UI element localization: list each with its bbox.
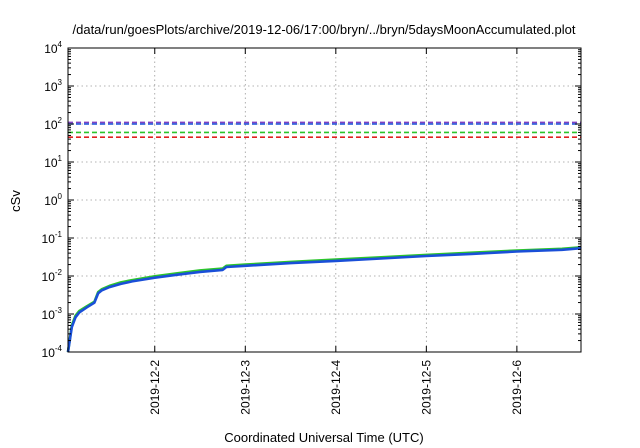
series-line bbox=[66, 246, 582, 353]
y-tick-label: 10-1 bbox=[42, 230, 63, 246]
y-tick-exponent: 2 bbox=[58, 116, 63, 125]
y-tick-exponent: -4 bbox=[55, 344, 63, 353]
series-line bbox=[66, 246, 582, 353]
y-tick-exponent: 1 bbox=[58, 154, 63, 163]
x-tick-label: 2019-12-5 bbox=[419, 360, 433, 415]
y-axis-label: cSv bbox=[8, 190, 23, 212]
y-tick-label: 101 bbox=[44, 154, 62, 170]
y-tick-exponent: -2 bbox=[55, 268, 63, 277]
y-tick-exponent: -3 bbox=[55, 306, 63, 315]
y-tick-exponent: 3 bbox=[58, 78, 63, 87]
y-tick-exponent: 4 bbox=[58, 40, 63, 49]
x-tick-label: 2019-12-2 bbox=[148, 360, 162, 415]
x-tick-label: 2019-12-3 bbox=[238, 360, 252, 415]
series-lines bbox=[66, 246, 582, 353]
y-tick-label: 104 bbox=[44, 40, 62, 56]
x-tick-label: 2019-12-6 bbox=[510, 360, 524, 415]
y-tick-label: 10-4 bbox=[42, 344, 63, 360]
x-axis-ticks: 2019-12-2 2019-12-3 2019-12-4 2019-12-5 2019… bbox=[148, 48, 524, 415]
y-tick-label: 10-3 bbox=[42, 306, 63, 322]
y-tick-label: 102 bbox=[44, 116, 62, 132]
x-axis-label: Coordinated Universal Time (UTC) bbox=[224, 430, 423, 445]
y-tick-label: 10-2 bbox=[42, 268, 63, 284]
reference-lines bbox=[68, 121, 581, 138]
y-tick-label: 103 bbox=[44, 78, 62, 94]
x-tick-label: 2019-12-4 bbox=[329, 360, 343, 415]
grid bbox=[68, 48, 581, 352]
y-tick-label: 100 bbox=[44, 192, 62, 208]
chart-title: /data/run/goesPlots/archive/2019-12-06/1… bbox=[73, 22, 576, 37]
y-tick-exponent: 0 bbox=[58, 192, 63, 201]
y-tick-exponent: -1 bbox=[55, 230, 63, 239]
